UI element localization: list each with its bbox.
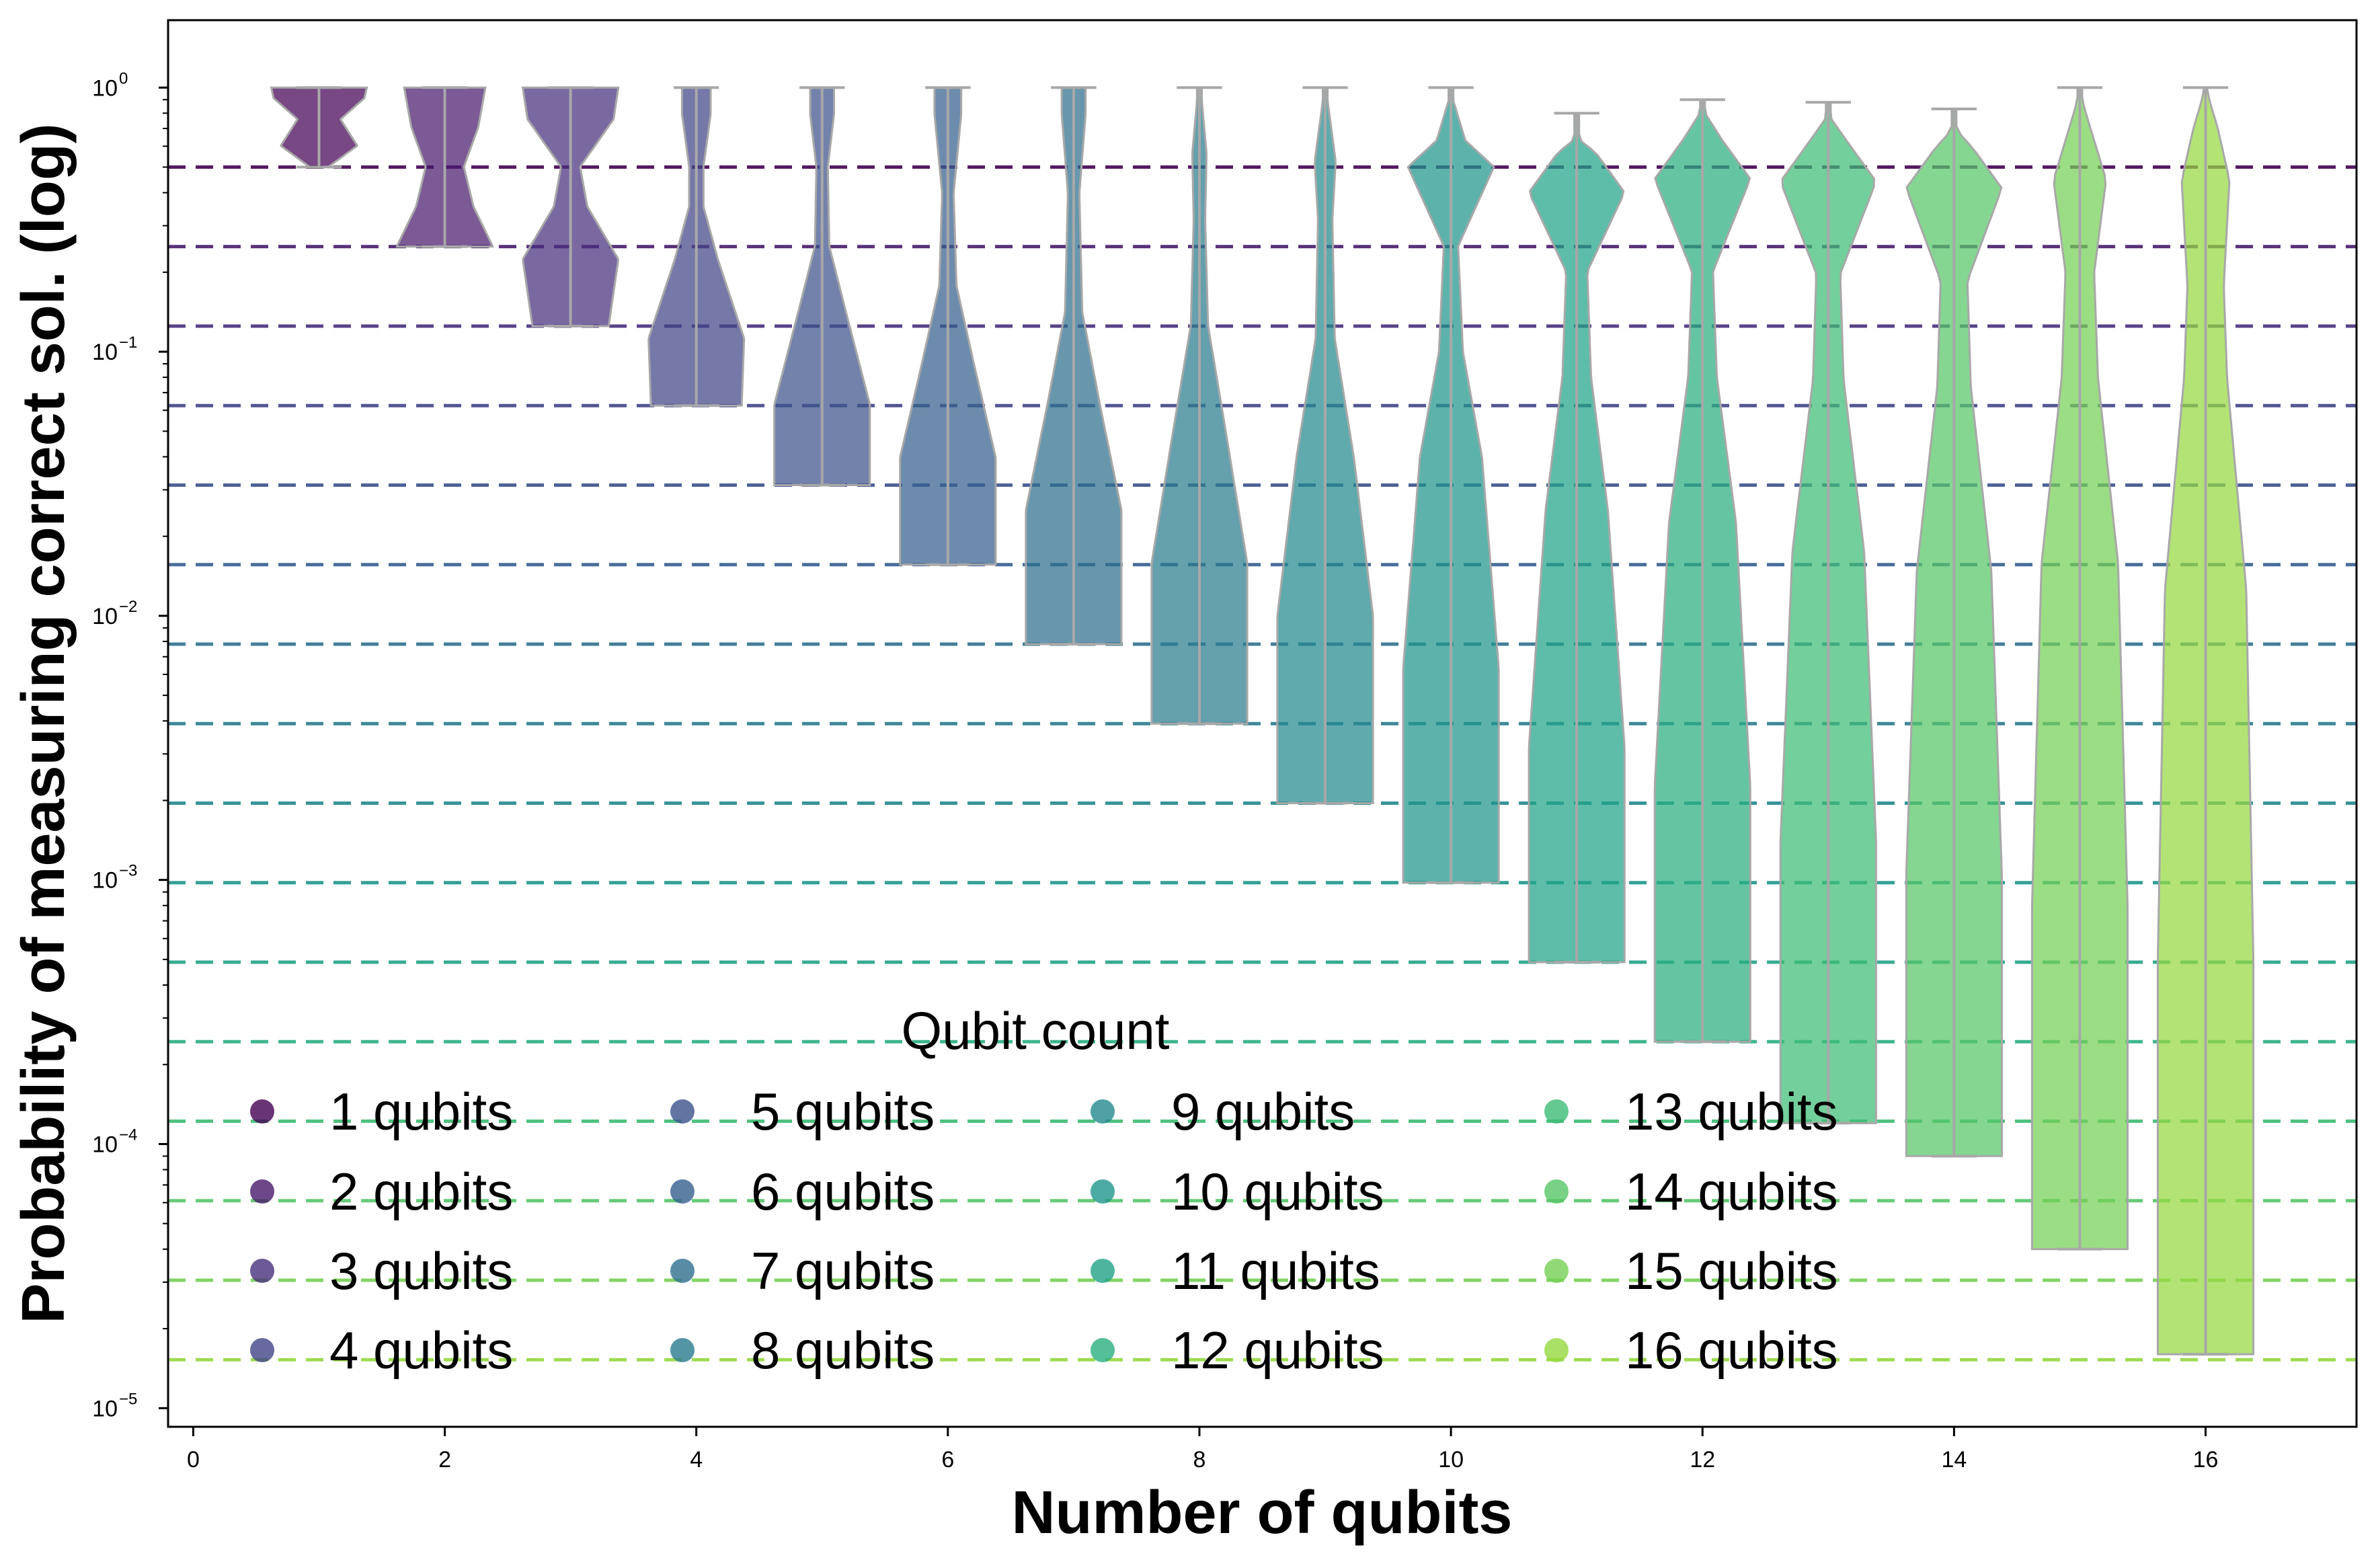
- legend-label: 12 qubits: [1171, 1321, 1384, 1380]
- legend-marker: [250, 1099, 274, 1124]
- legend-marker: [1544, 1259, 1569, 1283]
- legend-marker: [670, 1259, 695, 1283]
- y-tick-label: 10: [92, 340, 118, 365]
- legend-label: 3 qubits: [329, 1241, 513, 1300]
- legend-marker: [250, 1338, 274, 1362]
- legend-marker: [1091, 1338, 1115, 1362]
- legend-label: 2 qubits: [329, 1162, 513, 1221]
- y-tick-exponent: −5: [119, 1390, 137, 1408]
- legend-label: 4 qubits: [329, 1321, 513, 1380]
- plot-frame: [167, 19, 2358, 1428]
- legend-marker: [1091, 1179, 1115, 1204]
- x-tick-label: 16: [2193, 1447, 2219, 1473]
- legend-label: 6 qubits: [751, 1162, 935, 1221]
- y-tick-exponent: −2: [119, 598, 137, 616]
- legend-marker: [250, 1179, 274, 1204]
- legend-marker: [1091, 1259, 1115, 1283]
- legend-marker: [1091, 1099, 1115, 1124]
- legend-label: 11 qubits: [1171, 1241, 1380, 1300]
- y-tick-exponent: −4: [119, 1126, 137, 1144]
- legend-marker: [670, 1179, 695, 1204]
- y-tick-label: 10: [92, 868, 118, 894]
- legend-marker: [1544, 1179, 1569, 1204]
- legend-label: 13 qubits: [1625, 1082, 1838, 1141]
- y-tick-label: 10: [92, 1132, 118, 1157]
- y-tick-exponent: −3: [119, 862, 137, 880]
- legend-label: 10 qubits: [1171, 1162, 1384, 1221]
- x-axis-ticks: 0 2 4 6 8 10 12 14 16: [187, 1427, 2218, 1473]
- x-tick-label: 2: [438, 1447, 451, 1473]
- x-tick-label: 6: [941, 1447, 954, 1473]
- y-axis-label: Probability of measuring correct sol. (l…: [10, 123, 77, 1323]
- y-tick-label: 10: [92, 75, 118, 101]
- legend-marker: [670, 1099, 695, 1124]
- x-tick-label: 12: [1690, 1447, 1715, 1473]
- legend-label: 7 qubits: [751, 1241, 935, 1300]
- legend-label: 14 qubits: [1625, 1162, 1838, 1221]
- x-tick-label: 14: [1941, 1447, 1967, 1473]
- legend-marker: [1544, 1099, 1569, 1124]
- legend-label: 5 qubits: [751, 1082, 935, 1141]
- x-tick-label: 0: [187, 1447, 200, 1473]
- y-tick-label: 10: [92, 1396, 118, 1421]
- legend-label: 16 qubits: [1625, 1321, 1838, 1380]
- legend-label: 15 qubits: [1625, 1241, 1838, 1300]
- legend-label: 9 qubits: [1171, 1082, 1355, 1141]
- x-tick-label: 10: [1438, 1447, 1464, 1473]
- legend-entries: 1 qubits 2 qubits 3 qubits 4 qubits 5 qubits…: [250, 1082, 1838, 1380]
- x-tick-label: 8: [1193, 1447, 1206, 1473]
- legend: Qubit count 1 qubits 2 qubits 3 qubits 4 qu…: [250, 1001, 1838, 1380]
- x-tick-label: 4: [690, 1447, 703, 1473]
- legend-label: 1 qubits: [329, 1082, 513, 1141]
- y-tick-exponent: 0: [119, 69, 128, 87]
- legend-title: Qubit count: [902, 1001, 1170, 1060]
- y-tick-label: 10: [92, 604, 118, 629]
- violins: [270, 86, 2255, 1356]
- legend-marker: [250, 1259, 274, 1283]
- legend-label: 8 qubits: [751, 1321, 935, 1380]
- legend-marker: [670, 1338, 695, 1362]
- legend-marker: [1544, 1338, 1569, 1362]
- x-axis-label: Number of qubits: [1012, 1479, 1513, 1546]
- y-tick-exponent: −1: [119, 334, 137, 352]
